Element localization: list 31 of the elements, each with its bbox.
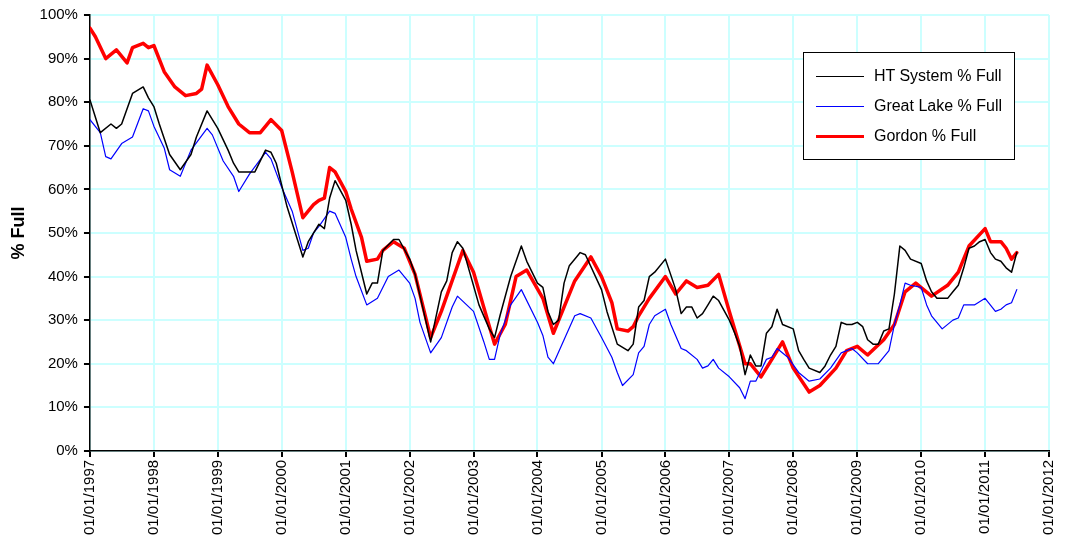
y-tick-label: 20% [47,353,78,371]
x-tick-label: 01/01/1999 [207,459,225,535]
x-tick-label: 01/01/2009 [847,459,865,535]
x-tick-label: 01/01/1998 [144,459,162,535]
x-tick-label: 01/01/2008 [783,459,801,535]
x-tick-label: 01/01/2001 [335,459,353,535]
x-tick-label: 01/01/2010 [911,459,929,535]
x-tick-label: 01/01/2006 [655,459,673,535]
y-tick-label: 90% [47,48,78,66]
x-tick-label: 01/01/1997 [80,459,98,535]
x-tick-label: 01/01/2012 [1039,459,1057,535]
x-tick-label: 01/01/2004 [527,459,545,535]
x-tick-label: 01/01/2000 [271,459,289,535]
x-tick-label: 01/01/2003 [463,459,481,535]
y-tick-label: 40% [47,266,78,284]
legend-label: Great Lake % Full [873,97,1002,115]
x-tick-label: 01/01/2011 [975,459,993,534]
x-tick-label: 01/01/2002 [399,459,417,535]
y-axis-title: % Full [7,206,28,260]
x-tick-label: 01/01/2005 [591,459,609,535]
y-tick-label: 80% [47,92,78,110]
y-tick-label: 10% [47,397,78,415]
legend-label: Gordon % Full [873,127,977,145]
x-tick-label: 01/01/2007 [719,459,737,535]
legend-label: HT System % Full [873,67,1002,85]
y-tick-label: 70% [47,135,78,153]
y-tick-label: 50% [47,223,78,241]
y-tick-label: 100% [39,5,78,23]
y-tick-label: 60% [47,179,78,197]
y-tick-label: 30% [47,310,78,328]
y-tick-label: 0% [56,441,78,459]
